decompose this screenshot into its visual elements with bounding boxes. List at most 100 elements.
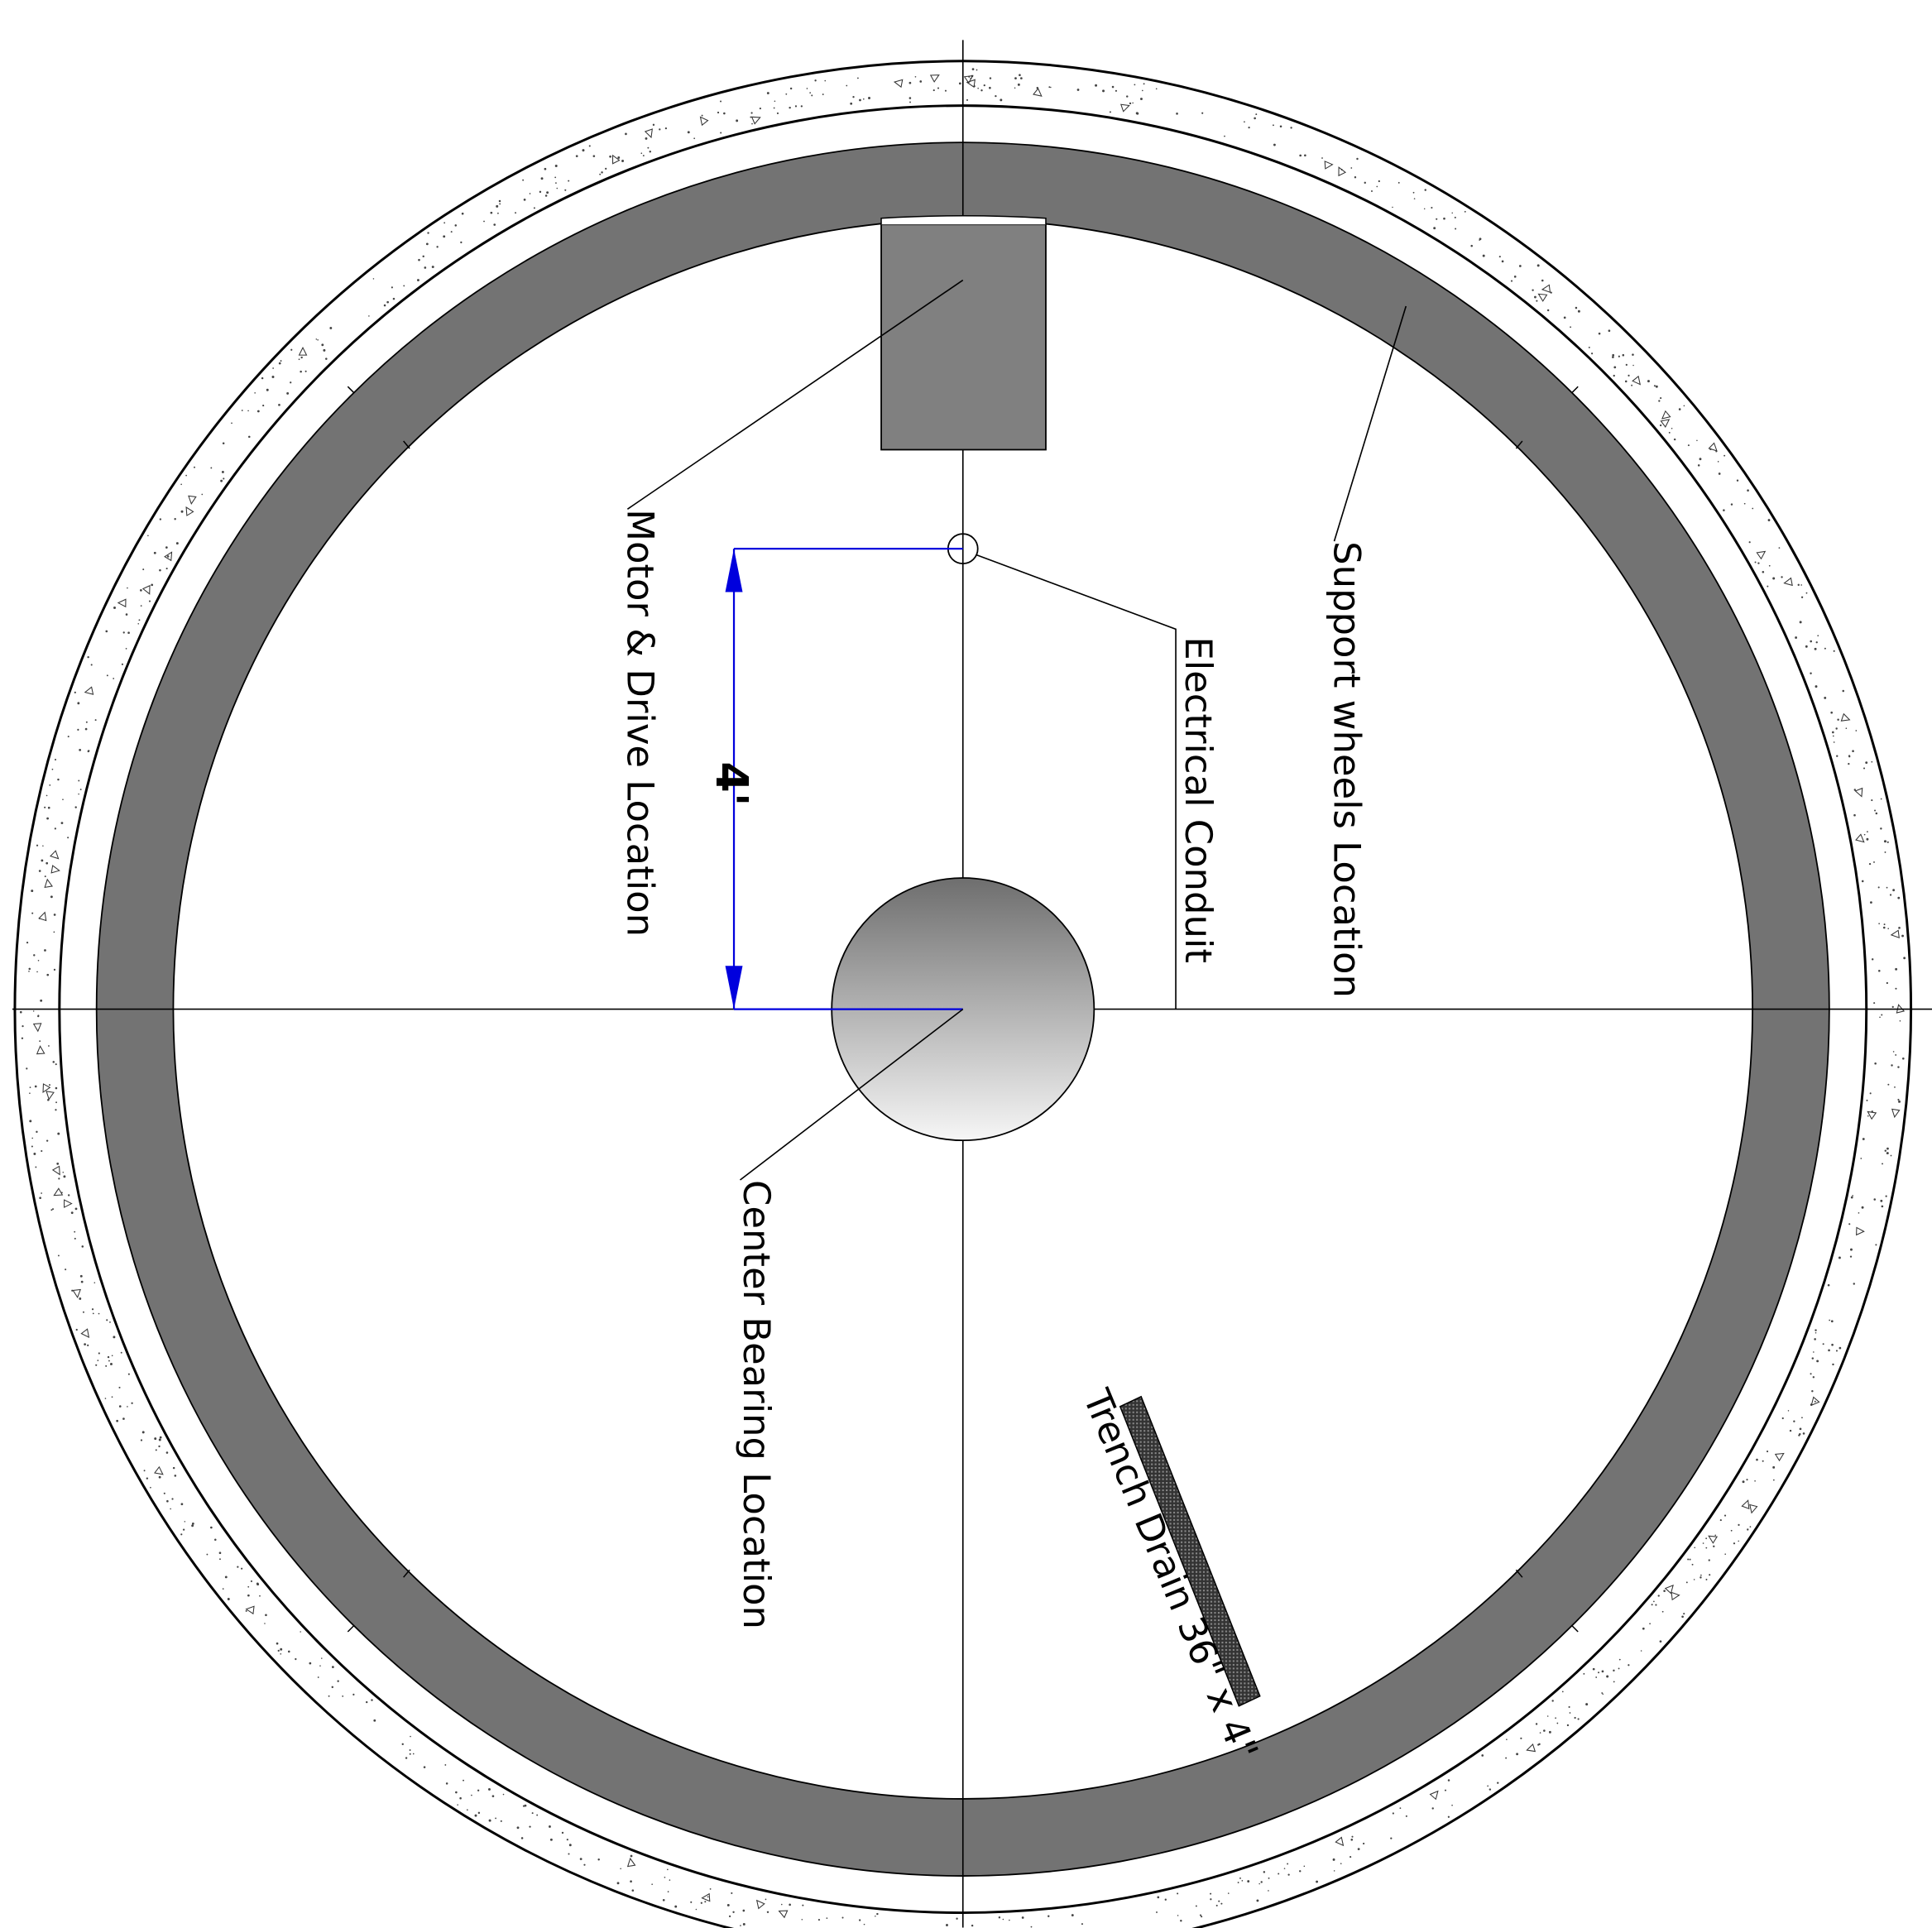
aggregate-mark xyxy=(966,79,976,89)
stipple-dot xyxy=(1263,1871,1266,1873)
stipple-dot xyxy=(1673,438,1676,441)
stipple-dot xyxy=(1787,1410,1790,1412)
stipple-dot xyxy=(77,728,79,731)
stipple-dot xyxy=(1655,385,1658,388)
stipple-dot xyxy=(1683,1613,1685,1615)
stipple-dot xyxy=(1817,635,1819,637)
aggregate-mark xyxy=(1664,1584,1674,1595)
stipple-dot xyxy=(1772,577,1776,580)
stipple-dot xyxy=(1898,1100,1901,1103)
stipple-dot xyxy=(1518,265,1522,267)
aggregate-mark xyxy=(64,1199,73,1208)
stipple-dot xyxy=(1180,1920,1182,1922)
stipple-dot xyxy=(1738,1523,1740,1527)
stipple-dot xyxy=(811,94,813,97)
stipple-dot xyxy=(120,1351,122,1354)
stipple-dot xyxy=(248,435,251,439)
stipple-dot xyxy=(794,105,798,108)
stipple-dot xyxy=(1781,1417,1784,1420)
stipple-dot xyxy=(1810,672,1812,675)
stipple-dot xyxy=(29,1120,32,1123)
stipple-dot xyxy=(1789,1429,1792,1432)
stipple-dot xyxy=(1871,958,1874,961)
stipple-dot xyxy=(1822,1343,1824,1345)
stipple-dot xyxy=(154,1437,157,1441)
stipple-dot xyxy=(254,392,256,394)
stipple-dot xyxy=(1832,731,1834,734)
stipple-dot xyxy=(278,362,281,365)
stipple-dot xyxy=(1897,896,1901,899)
aggregate-mark xyxy=(699,116,709,127)
stipple-dot xyxy=(1708,1559,1710,1561)
stipple-dot xyxy=(909,101,911,103)
stipple-dot xyxy=(122,631,125,634)
stipple-dot xyxy=(720,132,722,134)
stipple-dot xyxy=(908,81,912,84)
stipple-dot xyxy=(1659,1640,1662,1643)
stipple-dot xyxy=(520,1837,524,1839)
stipple-dot xyxy=(1723,1514,1727,1517)
stipple-dot xyxy=(443,235,446,238)
stipple-dot xyxy=(1824,647,1826,650)
stipple-dot xyxy=(1714,1534,1717,1537)
stipple-dot xyxy=(1632,353,1634,356)
stipple-dot xyxy=(1860,1158,1862,1159)
stipple-dot xyxy=(84,727,88,731)
stipple-dot xyxy=(165,568,168,570)
stipple-dot xyxy=(372,278,375,280)
stipple-dot xyxy=(1805,592,1808,594)
aggregate-mark xyxy=(1120,103,1130,113)
stipple-dot xyxy=(1278,1873,1280,1875)
aggregate-mark xyxy=(1783,577,1793,587)
aggregate-mark xyxy=(1537,293,1548,302)
stipple-dot xyxy=(180,1533,183,1536)
stipple-dot xyxy=(477,1789,480,1791)
stipple-dot xyxy=(802,1904,804,1906)
stipple-dot xyxy=(1139,98,1143,101)
stipple-dot xyxy=(1210,1892,1212,1895)
stipple-dot xyxy=(1177,1915,1179,1916)
stipple-dot xyxy=(231,422,233,424)
aggregate-mark xyxy=(185,506,194,516)
stipple-dot xyxy=(1858,1211,1860,1214)
stipple-dot xyxy=(191,1523,194,1525)
stipple-dot xyxy=(659,128,661,131)
stipple-dot xyxy=(373,1719,376,1722)
stipple-dot xyxy=(1513,276,1517,278)
stipple-dot xyxy=(1601,1670,1604,1673)
stipple-dot xyxy=(1853,1283,1855,1285)
stipple-dot xyxy=(106,674,108,677)
stipple-dot xyxy=(57,1254,60,1257)
stipple-dot xyxy=(140,1439,143,1441)
aggregate-mark xyxy=(1749,1504,1758,1514)
stipple-dot xyxy=(549,1838,553,1841)
stipple-dot xyxy=(1618,1667,1620,1670)
stipple-dot xyxy=(709,1887,712,1890)
dimension-4ft xyxy=(725,548,963,1010)
stipple-dot xyxy=(483,220,485,223)
stipple-dot xyxy=(774,100,776,103)
stipple-dot xyxy=(53,931,55,933)
stipple-dot xyxy=(1658,400,1661,402)
stipple-dot xyxy=(1195,1905,1197,1907)
stipple-dot xyxy=(174,1475,177,1477)
trench-drain xyxy=(1119,1395,1261,1707)
stipple-dot xyxy=(227,1598,230,1600)
stipple-dot xyxy=(1241,1879,1244,1882)
stipple-dot xyxy=(1287,1863,1289,1865)
stipple-dot xyxy=(52,1061,55,1063)
stipple-dot xyxy=(58,1177,60,1180)
stipple-dot xyxy=(53,968,56,971)
stipple-dot xyxy=(759,107,761,110)
stipple-dot xyxy=(1756,1458,1758,1461)
stipple-dot xyxy=(1877,886,1880,889)
stipple-dot xyxy=(1601,1692,1604,1694)
stipple-dot xyxy=(87,1344,89,1346)
stipple-dot xyxy=(1693,1579,1695,1580)
stipple-dot xyxy=(1870,901,1872,904)
stipple-dot xyxy=(158,1445,161,1448)
stipple-dot xyxy=(1551,1700,1554,1702)
stipple-dot xyxy=(477,1811,481,1815)
stipple-dot xyxy=(1497,1782,1499,1784)
stipple-dot xyxy=(642,155,645,156)
